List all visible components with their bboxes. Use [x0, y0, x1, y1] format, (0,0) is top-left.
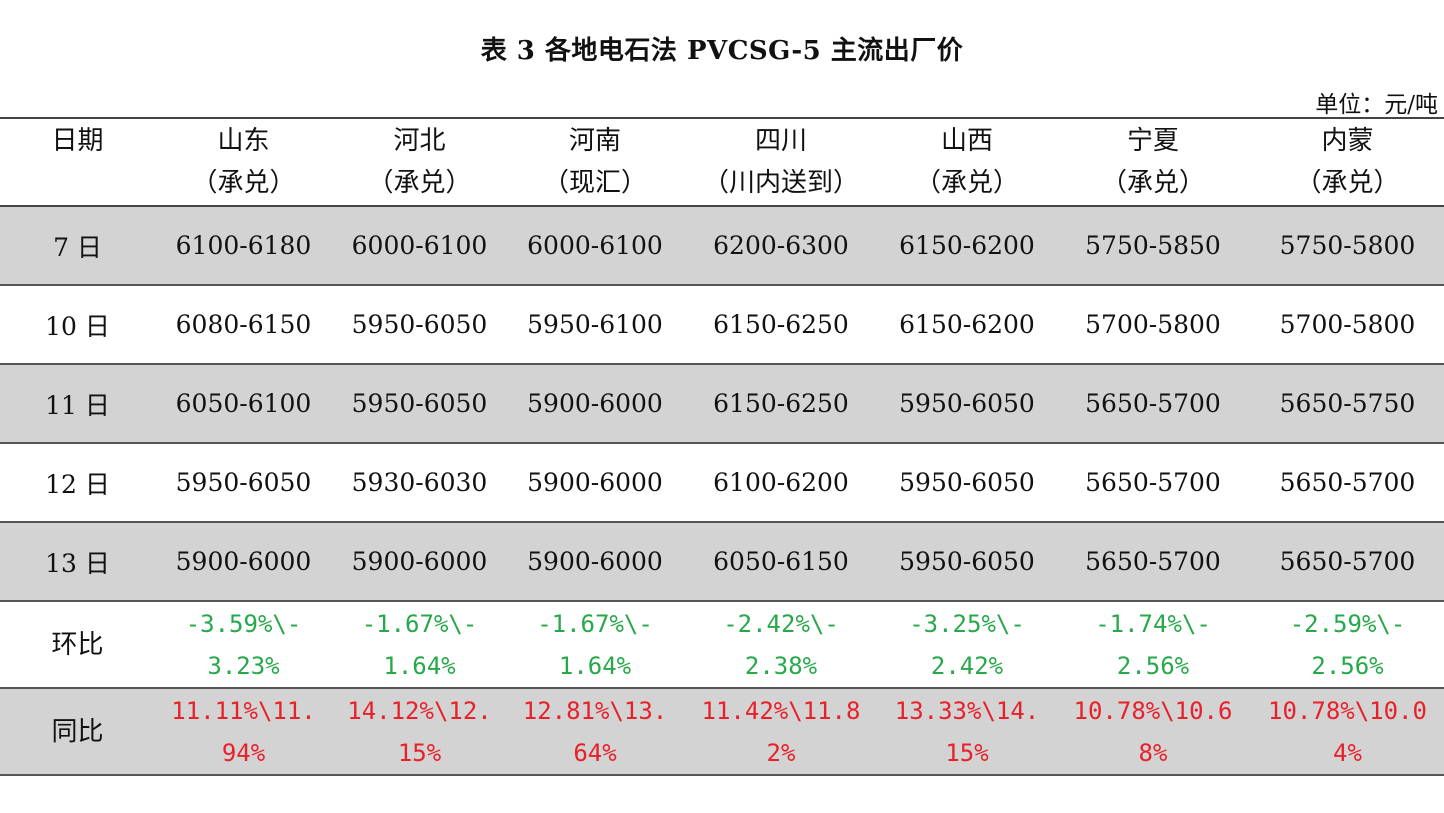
- header-region: 山西: [940, 126, 993, 156]
- price-cell: 6050-6150: [713, 547, 849, 576]
- header-type: （承兑）: [1100, 168, 1205, 198]
- mom-label: 环比: [51, 629, 104, 660]
- header-shanxi: 山西 （承兑）: [879, 118, 1055, 206]
- price-cell: 5900-6000: [175, 547, 312, 576]
- price-cell: 5700-5800: [1085, 310, 1221, 339]
- yoy-cell: 13.33%\14. 15%: [894, 696, 1040, 767]
- price-cell: 5900-6000: [527, 468, 663, 497]
- yoy-label: 同比: [51, 716, 104, 747]
- price-cell: 5950-6050: [351, 310, 488, 339]
- header-type: （现汇）: [542, 168, 647, 198]
- header-row: 日期 山东 （承兑） 河北 （承兑） 河南 （现汇） 四川 （川内送到） 山西: [0, 118, 1444, 206]
- header-date-label: 日期: [51, 126, 104, 156]
- price-cell: 6080-6150: [175, 310, 312, 339]
- price-cell: 5650-5700: [1085, 547, 1221, 576]
- header-region: 河北: [393, 126, 446, 156]
- price-cell: 5650-5750: [1279, 389, 1416, 418]
- header-type: （承兑）: [191, 168, 296, 198]
- price-cell: 5650-5700: [1085, 389, 1221, 418]
- price-cell: 6150-6250: [713, 310, 849, 339]
- row-date-label: 7 日: [53, 232, 102, 262]
- mom-row: 环比 -3.59%\- 3.23% -1.67%\- 1.64% -1.67%\- 1…: [0, 601, 1444, 688]
- mom-cell: -3.25%\- 2.42%: [909, 609, 1025, 680]
- header-type: （川内送到）: [702, 168, 859, 198]
- price-cell: 6050-6100: [175, 389, 312, 418]
- price-cell: 6000-6100: [527, 231, 663, 260]
- row-date-label: 11 日: [45, 390, 110, 420]
- mom-cell: -2.42%\- 2.38%: [723, 609, 839, 680]
- header-date: 日期: [0, 118, 155, 206]
- price-cell: 6150-6200: [899, 231, 1035, 260]
- header-type: （承兑）: [914, 168, 1019, 198]
- price-cell: 5900-6000: [527, 389, 663, 418]
- header-region: 河南: [568, 126, 621, 156]
- header-hebei: 河北 （承兑）: [332, 118, 507, 206]
- row-date-label: 13 日: [45, 548, 110, 578]
- header-region: 山东: [217, 126, 270, 156]
- price-cell: 6100-6200: [713, 468, 849, 497]
- row-date-label: 10 日: [45, 311, 110, 341]
- price-cell: 5700-5800: [1279, 310, 1416, 339]
- price-cell: 5900-6000: [527, 547, 663, 576]
- price-cell: 5950-6050: [899, 468, 1035, 497]
- table-title: 表 3 各地电石法 PVCSG-5 主流出厂价: [480, 36, 964, 66]
- unit-label: 单位：元/吨: [1315, 92, 1438, 118]
- price-cell: 5950-6050: [175, 468, 312, 497]
- header-type: （承兑）: [367, 168, 472, 198]
- table-row: 12 日 5950-6050 5930-6030 5900-6000 6100-…: [0, 443, 1444, 522]
- price-cell: 5950-6050: [899, 389, 1035, 418]
- price-cell: 5900-6000: [351, 547, 488, 576]
- price-cell: 5950-6050: [899, 547, 1035, 576]
- price-table: 日期 山东 （承兑） 河北 （承兑） 河南 （现汇） 四川 （川内送到） 山西: [0, 117, 1444, 776]
- header-type: （承兑）: [1295, 168, 1400, 198]
- price-cell: 5650-5700: [1085, 468, 1221, 497]
- yoy-row: 同比 11.11%\11. 94% 14.12%\12. 15% 12.81%\13…: [0, 688, 1444, 775]
- table-row: 7 日 6100-6180 6000-6100 6000-6100 6200-6…: [0, 206, 1444, 285]
- price-cell: 5750-5850: [1085, 231, 1221, 260]
- price-cell: 6150-6250: [713, 389, 849, 418]
- header-region: 宁夏: [1126, 126, 1179, 156]
- yoy-cell: 11.11%\11. 94%: [171, 696, 316, 767]
- header-neimeng: 内蒙 （承兑）: [1251, 118, 1444, 206]
- price-cell: 5650-5700: [1279, 468, 1416, 497]
- header-shandong: 山东 （承兑）: [155, 118, 332, 206]
- price-cell: 6150-6200: [899, 310, 1035, 339]
- header-henan: 河南 （现汇）: [507, 118, 683, 206]
- mom-cell: -3.59%\- 3.23%: [185, 609, 302, 680]
- header-sichuan: 四川 （川内送到）: [683, 118, 879, 206]
- table-row: 10 日 6080-6150 5950-6050 5950-6100 6150-…: [0, 285, 1444, 364]
- header-region: 内蒙: [1321, 126, 1374, 156]
- price-cell: 6100-6180: [175, 231, 312, 260]
- price-cell: 5950-6100: [527, 310, 663, 339]
- yoy-cell: 10.78%\10.0 4%: [1268, 696, 1427, 767]
- yoy-cell: 12.81%\13. 64%: [522, 696, 668, 767]
- yoy-cell: 14.12%\12. 15%: [347, 696, 492, 767]
- mom-cell: -1.74%\- 2.56%: [1095, 609, 1211, 680]
- price-cell: 6200-6300: [713, 231, 849, 260]
- price-cell: 5650-5700: [1279, 547, 1416, 576]
- table-row: 11 日 6050-6100 5950-6050 5900-6000 6150-…: [0, 364, 1444, 443]
- price-cell: 5950-6050: [351, 389, 488, 418]
- row-date-label: 12 日: [45, 469, 110, 499]
- price-cell: 5750-5800: [1279, 231, 1416, 260]
- mom-cell: -1.67%\- 1.64%: [361, 609, 478, 680]
- yoy-cell: 10.78%\10.6 8%: [1073, 696, 1233, 767]
- price-cell: 5930-6030: [351, 468, 488, 497]
- mom-cell: -1.67%\- 1.64%: [537, 609, 653, 680]
- table-row: 13 日 5900-6000 5900-6000 5900-6000 6050-…: [0, 522, 1444, 601]
- header-region: 四川: [754, 126, 807, 156]
- header-ningxia: 宁夏 （承兑）: [1055, 118, 1251, 206]
- price-cell: 6000-6100: [351, 231, 488, 260]
- yoy-cell: 11.42%\11.8 2%: [701, 696, 861, 767]
- mom-cell: -2.59%\- 2.56%: [1289, 609, 1406, 680]
